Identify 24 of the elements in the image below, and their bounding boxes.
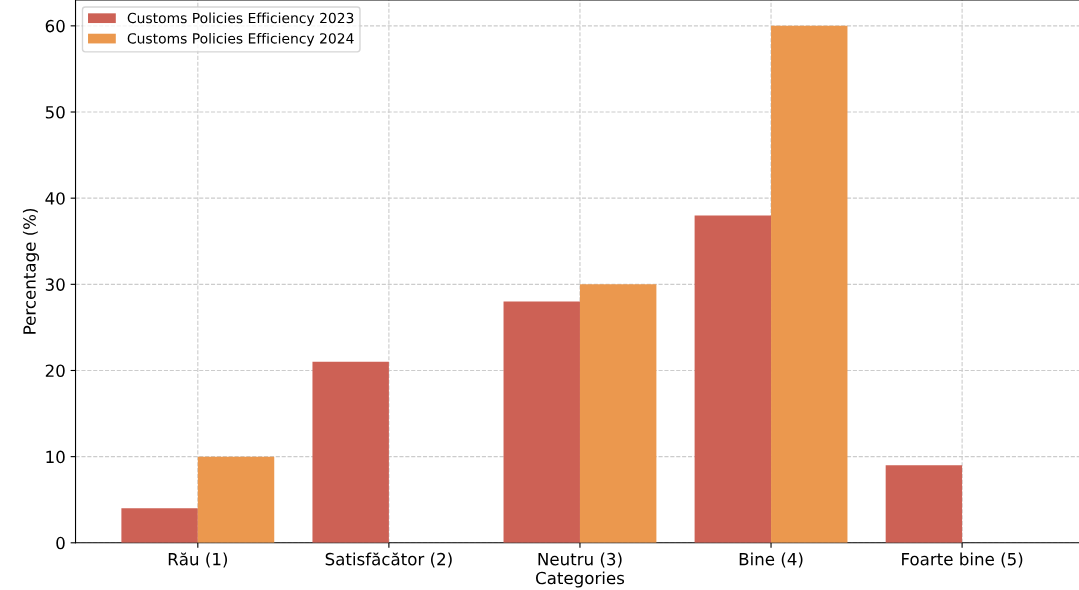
bar (503, 301, 580, 543)
x-tick-label: Rău (1) (168, 552, 228, 568)
y-tick-label: 20 (45, 364, 65, 378)
y-tick-label: 0 (56, 536, 65, 550)
legend-label: Customs Policies Efficiency 2024 (127, 32, 354, 47)
y-tick-label: 50 (45, 105, 65, 119)
bar (885, 465, 963, 543)
bar (197, 456, 275, 543)
bar (694, 215, 772, 543)
legend-label: Customs Policies Efficiency 2023 (127, 12, 354, 26)
bar (312, 361, 389, 543)
bar (771, 25, 848, 543)
x-tick-label: Satisfăcător (2) (325, 552, 452, 568)
y-axis-title: Percentage (%) (22, 208, 40, 334)
y-tick-label: 10 (46, 450, 65, 464)
bar (121, 508, 198, 543)
y-tick-label: 30 (45, 278, 65, 291)
y-tick-label: 60 (45, 19, 65, 33)
bar (579, 284, 657, 543)
x-tick-label: Foarte bine (5) (902, 552, 1023, 568)
y-tick-label: 40 (45, 192, 65, 205)
x-axis-title: Categories (535, 571, 625, 588)
x-tick-label: Neutru (3) (538, 552, 622, 568)
x-tick-label: Bine (4) (739, 552, 803, 568)
